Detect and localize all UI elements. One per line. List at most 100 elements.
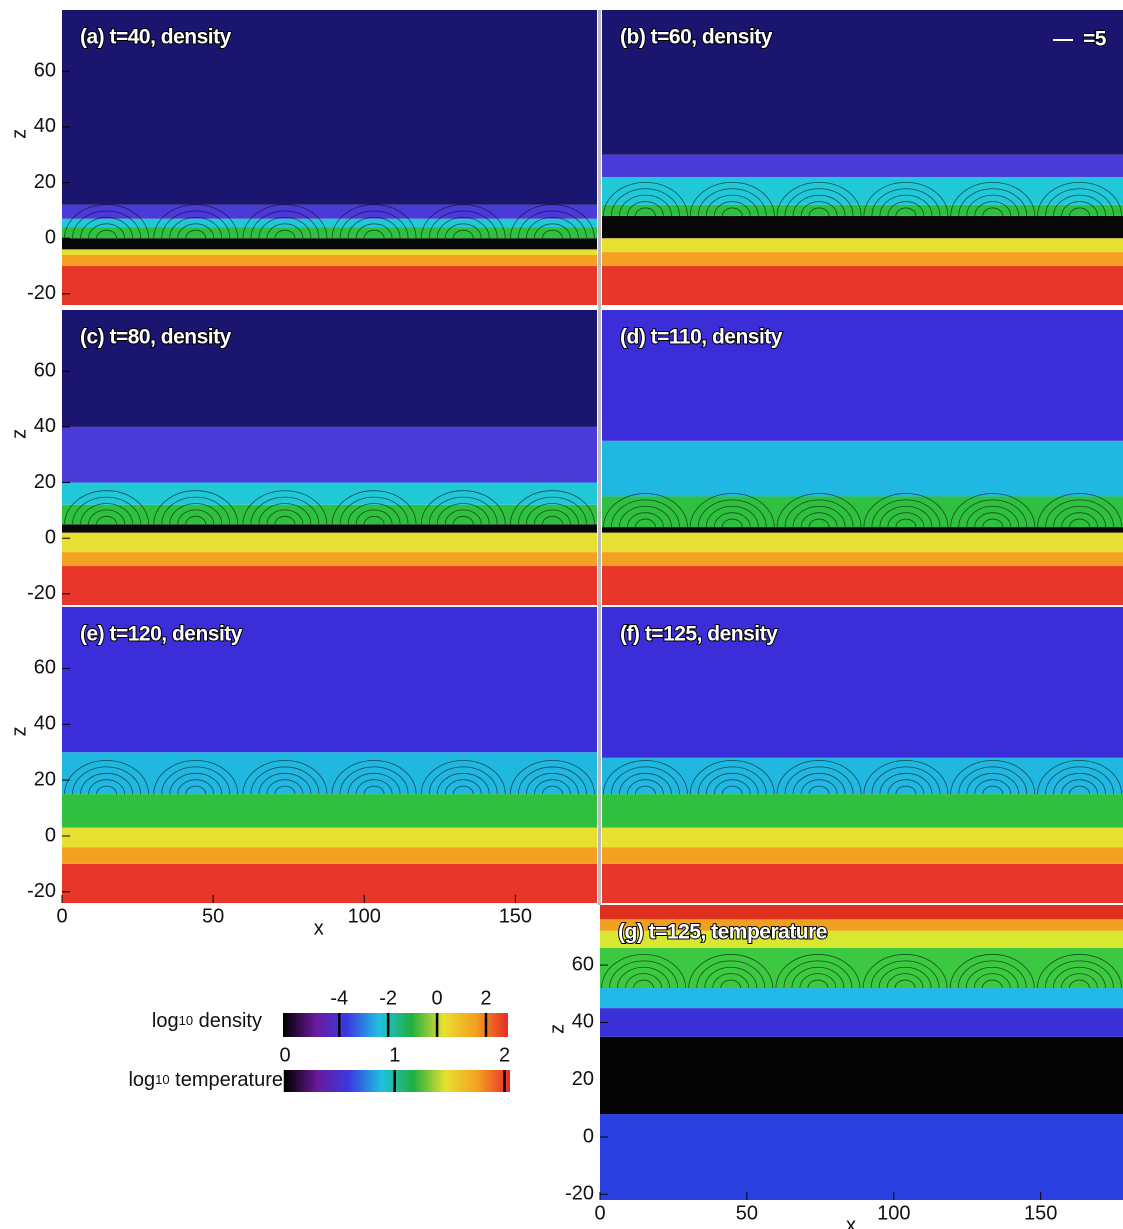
y-tick-label: 0 <box>45 526 56 548</box>
colorbar <box>285 1070 510 1092</box>
panel <box>602 607 1123 903</box>
field-line <box>713 201 751 216</box>
field-line <box>974 779 1012 795</box>
field-line <box>603 182 688 216</box>
panel-title: (f) t=125, density <box>620 623 778 646</box>
field-line <box>534 223 571 239</box>
field-line <box>96 515 117 525</box>
layer <box>62 10 597 205</box>
y-axis-label: z <box>8 726 30 736</box>
y-tick-label: 40 <box>34 415 56 437</box>
field-line <box>783 960 853 989</box>
field-line <box>603 760 688 795</box>
field-line <box>1061 512 1098 528</box>
field-line <box>982 207 1004 216</box>
field-line <box>887 779 925 795</box>
field-line <box>879 772 933 795</box>
panel <box>62 10 597 305</box>
field-line <box>72 496 141 525</box>
layer <box>602 176 1123 205</box>
label-part: density <box>193 1010 262 1032</box>
x-tick-label: 100 <box>348 905 381 927</box>
layer <box>602 827 1123 848</box>
field-line <box>444 779 482 795</box>
field-line <box>974 512 1012 528</box>
layer <box>62 204 597 219</box>
field-line <box>713 779 751 795</box>
y-axis-label: z <box>8 129 30 139</box>
field-line <box>784 766 854 795</box>
field-line <box>870 960 940 989</box>
layer <box>602 532 1123 553</box>
field-line <box>1053 772 1106 795</box>
field-line <box>88 223 125 239</box>
field-line <box>274 785 296 795</box>
field-line <box>974 201 1012 216</box>
y-axis-label: z <box>546 1024 568 1034</box>
field-line <box>973 973 1011 989</box>
panel-title: (a) t=40, density <box>80 26 232 49</box>
layer <box>600 919 1123 931</box>
field-line <box>791 966 845 989</box>
layer <box>602 266 1123 305</box>
field-line <box>64 204 149 239</box>
layer <box>602 794 1123 828</box>
field-line <box>800 201 838 216</box>
layer <box>62 310 597 427</box>
y-tick-label: 40 <box>34 115 56 137</box>
field-line <box>625 973 662 989</box>
field-line <box>627 779 664 795</box>
field-line <box>428 496 498 525</box>
field-line <box>331 760 417 795</box>
colorbar-tick-label: 0 <box>432 987 443 1009</box>
field-line <box>799 973 837 989</box>
field-line <box>627 512 664 528</box>
layer <box>600 1036 1123 1115</box>
field-line <box>161 210 231 239</box>
field-line <box>80 772 133 795</box>
field-line <box>1037 493 1122 528</box>
field-line <box>428 210 498 239</box>
field-line <box>452 515 474 525</box>
layer <box>600 1008 1123 1037</box>
field-line <box>950 493 1036 528</box>
field-line <box>792 505 846 528</box>
panel-title: (d) t=110, density <box>620 326 783 349</box>
layer <box>602 154 1123 177</box>
panel-title: (b) t=60, density <box>620 26 773 49</box>
field-line <box>776 493 862 528</box>
field-line <box>452 229 474 239</box>
colorbar-tick-label: 2 <box>480 987 491 1009</box>
field-line <box>808 785 830 795</box>
layer <box>62 504 597 525</box>
field-line <box>784 188 854 216</box>
label-part: temperature <box>170 1069 283 1091</box>
panel-title: (e) t=120, density <box>80 623 243 646</box>
field-line <box>542 785 563 795</box>
layer <box>602 607 1123 758</box>
field-line <box>80 217 133 239</box>
y-tick-label: 60 <box>34 60 56 82</box>
field-line <box>258 772 312 795</box>
y-tick-label: 20 <box>34 768 56 790</box>
field-line <box>1045 188 1114 216</box>
layer <box>602 552 1123 567</box>
field-line <box>784 499 854 528</box>
colorbar-label: log10 density <box>152 1010 262 1032</box>
layer <box>602 496 1123 528</box>
field-line <box>619 194 672 216</box>
field-line <box>250 210 320 239</box>
field-line <box>363 229 385 239</box>
colorbar-tick-label: -2 <box>379 987 397 1009</box>
field-line <box>177 779 215 795</box>
layer <box>602 10 1123 155</box>
field-line <box>886 973 924 989</box>
field-line <box>72 766 141 795</box>
y-tick-label: -20 <box>27 880 56 902</box>
field-line <box>266 509 304 525</box>
field-line <box>633 979 654 989</box>
field-line <box>420 490 506 525</box>
layer <box>600 905 1123 920</box>
field-line <box>601 954 686 989</box>
field-line <box>776 760 862 795</box>
